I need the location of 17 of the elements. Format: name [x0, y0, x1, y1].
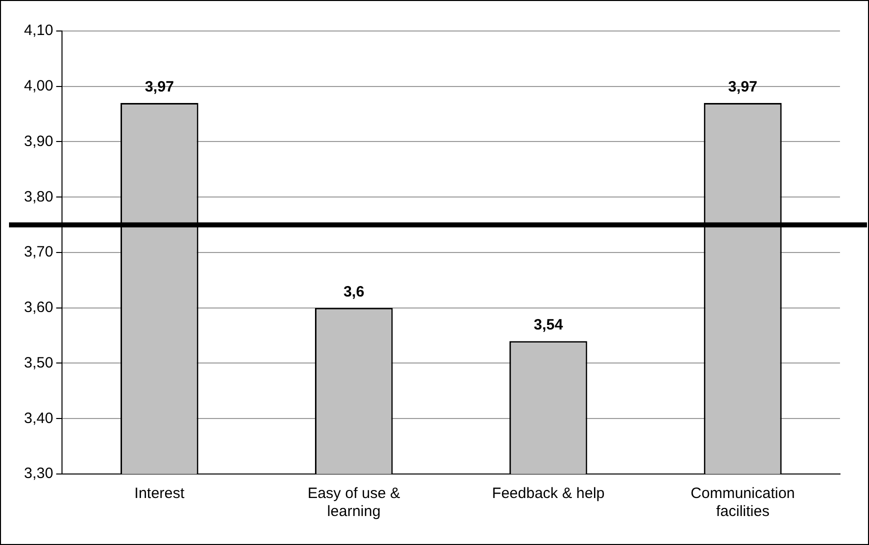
data-label: 3,97	[728, 78, 758, 96]
data-label: 3,6	[343, 284, 364, 301]
y-tick-label: 3,80	[24, 188, 54, 206]
data-label: 3,54	[534, 316, 564, 334]
y-tick-label: 3,40	[24, 410, 54, 427]
y-tick-label: 3,60	[24, 299, 54, 316]
y-tick-label: 3,30	[24, 465, 54, 482]
data-label: 3,97	[144, 78, 174, 96]
x-tick-label: Communication facilities	[690, 485, 795, 520]
x-tick-label: Easy of use & learning	[308, 485, 400, 520]
y-tick-label: 3,90	[24, 132, 54, 150]
y-tick-label: 3,70	[24, 244, 54, 261]
y-tick-label: 3,50	[24, 354, 54, 372]
y-tick-label: 4,10	[24, 22, 54, 40]
y-tick-label: 4,00	[24, 78, 54, 95]
x-tick-label: Interest	[134, 485, 186, 502]
x-tick-label: Feedback & help	[492, 485, 605, 502]
